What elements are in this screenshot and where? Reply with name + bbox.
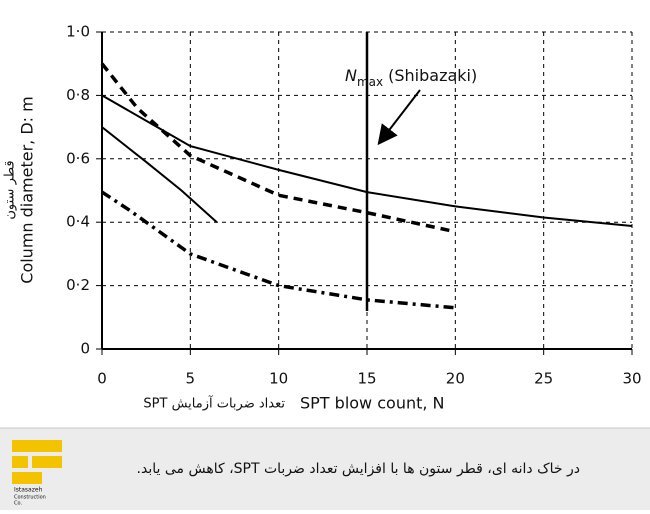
logo-line2: Construction [14,495,46,501]
line-series [101,126,218,223]
y-tick-label: 0·2 [66,276,90,294]
x-tick-label: 5 [186,370,196,388]
line-series [100,62,456,234]
annotation-n: N [345,66,357,85]
x-tick-label: 30 [622,370,641,388]
x-axis-label: SPT blow count, N [300,394,445,413]
y-tick-label: 0·6 [66,149,90,167]
x-tick-label: 25 [534,370,553,388]
caption-bar [0,428,650,510]
caption: در خاک دانه ای، قطر ستون ها با افزایش تع… [137,461,580,477]
x-tick-label: 10 [269,370,288,388]
x-tick-label: 20 [446,370,465,388]
annotation-arrow [377,89,421,146]
logo-name: Istasazeh [14,487,43,494]
x-tick-label: 0 [97,370,107,388]
logo-line3: Co. [14,501,22,507]
y-tick-label: 0·8 [66,86,90,104]
annotation-suffix: (Shibazaki) [388,66,477,85]
y-axis-label: Column diameter, D: m [18,96,37,283]
x-axis-label-fa: تعداد ضربات آزمایش SPT [143,395,285,412]
logo: Istasazeh Construction Co. [12,440,62,507]
y-axis-label-fa: قطر ستون [3,160,18,219]
y-tick-label: 0·4 [66,213,90,231]
y-tick-label: 0 [80,340,90,358]
annotation: Nmax (Shibazaki) [345,66,477,89]
x-tick-label: 15 [357,370,376,388]
annotation-sub: max [357,75,383,89]
y-tick-label: 1·0 [66,23,90,41]
line-series [101,190,456,310]
